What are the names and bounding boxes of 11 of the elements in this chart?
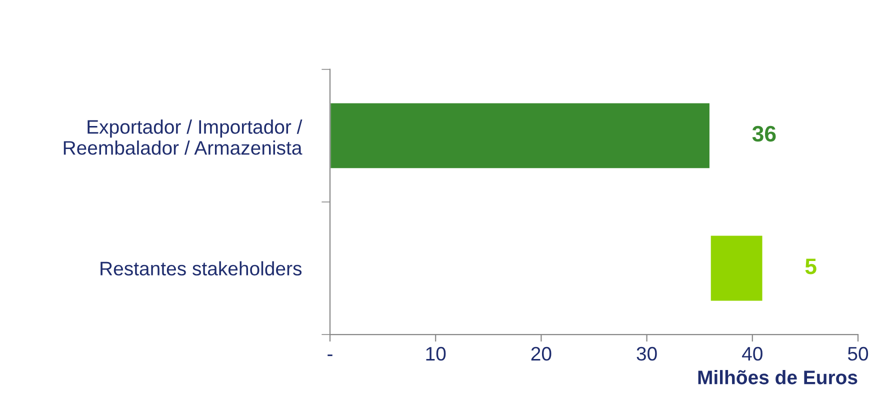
y-tick-label: Exportador / Importador / Reembalador / Armazenista [64,120,302,155]
x-axis-title: Milhões de Euros [698,370,858,384]
x-tick-label: 30 [636,346,657,361]
data-label: 36 [752,126,776,142]
x-tick-label: 50 [848,346,868,361]
x-tick-label: - [328,354,332,356]
x-tick-label: 40 [742,346,762,361]
x-tick-label: 20 [531,346,552,361]
x-tick-label: 10 [426,346,446,361]
y-tick-label: Restantes stakeholders [100,261,302,276]
data-label: 5 [805,258,816,274]
